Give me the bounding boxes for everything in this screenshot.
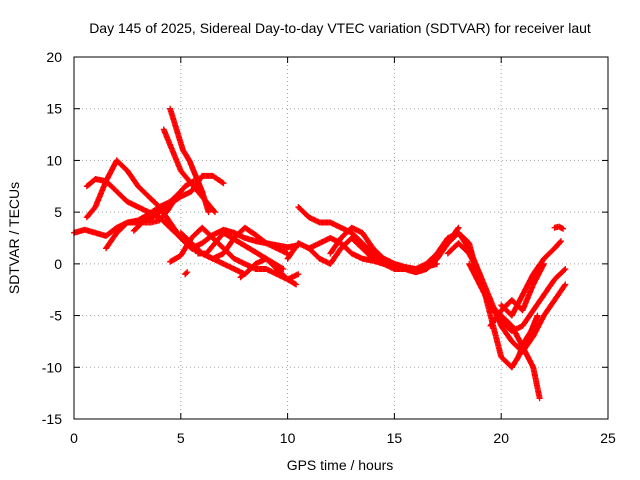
series-arc-18 [487,260,547,329]
series-arc-5 [130,178,197,234]
y-tick-label: 0 [54,256,62,272]
y-tick-label: 5 [54,204,62,220]
marker-trace [194,229,287,272]
marker-trace [130,178,197,234]
x-tick-label: 15 [387,430,403,446]
series-arc-19 [508,312,541,371]
y-tick-label: 15 [46,101,62,117]
series-arc-20 [551,223,567,232]
y-axis-label: SDTVAR / TECUs [6,182,22,294]
x-tick-label: 20 [493,430,509,446]
chart-title: Day 145 of 2025, Sidereal Day-to-day VTE… [89,20,591,36]
marker-trace [551,223,567,232]
marker-trace [466,260,569,335]
y-tick-label: 20 [46,49,62,65]
series-arc-17 [498,238,564,319]
marker-trace [498,238,564,319]
y-tick-label: -5 [50,308,63,324]
x-axis-label: GPS time / hours [287,457,394,473]
marker-trace [182,269,191,278]
marker-trace [237,272,246,281]
series-arc-10 [194,229,287,272]
axis-ticks: 0 5 10 15 20 25 -15 -10 -5 0 5 10 15 20 [42,49,616,446]
marker-trace [167,105,212,216]
marker-trace [487,260,547,329]
series-arc-8 [167,224,302,283]
plot-border [73,56,609,420]
x-tick-label: 5 [177,430,185,446]
x-tick-label: 25 [600,430,616,446]
y-tick-label: -10 [42,359,62,375]
grid [74,57,608,419]
y-tick-label: 10 [46,152,62,168]
marker-trace [167,224,302,283]
marker-trace [508,312,541,371]
data-points [71,105,569,402]
series-arc-22 [237,272,246,281]
series-arc-7 [167,105,212,216]
series-arc-16 [466,260,569,335]
x-tick-label: 0 [70,430,78,446]
y-tick-label: -15 [42,411,62,427]
series-arc-21 [182,269,191,278]
x-tick-label: 10 [280,430,296,446]
